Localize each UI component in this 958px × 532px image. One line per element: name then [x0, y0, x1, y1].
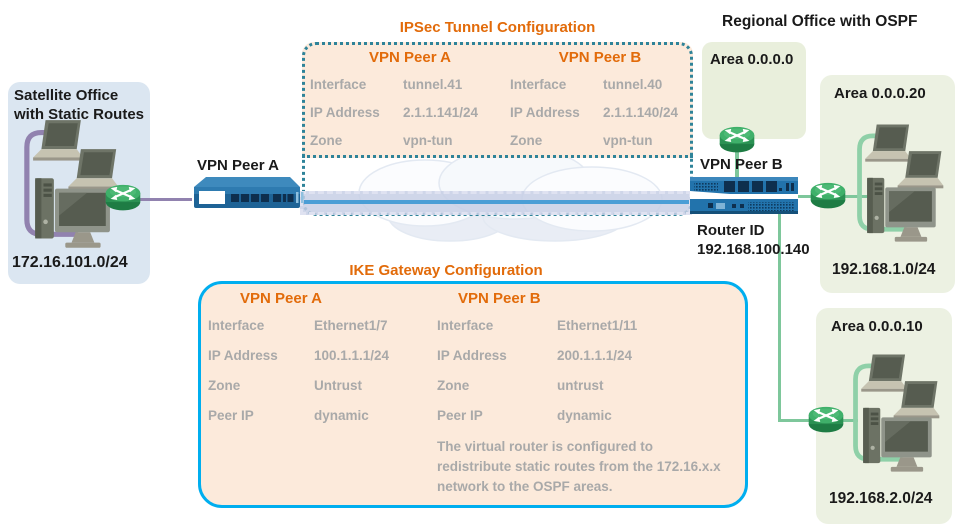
tunnel-line — [304, 200, 689, 204]
ike-config-title: IKE Gateway Configuration — [349, 262, 543, 279]
area20-subnet-label: 192.168.1.0/24 — [832, 261, 936, 278]
area0-label: Area 0.0.0.0 — [710, 51, 794, 68]
area-0000-box — [702, 42, 806, 139]
ike-a-row-label: IP Address — [208, 348, 278, 363]
area20-label: Area 0.0.0.20 — [834, 85, 926, 102]
area0-router-icon — [717, 126, 757, 154]
ike-b-row-label: Interface — [437, 318, 494, 333]
ike-a-row-label: Peer IP — [208, 408, 254, 423]
vpn-peer-b-label: VPN Peer B — [700, 156, 783, 173]
ipsec-a-row-value: tunnel.41 — [403, 77, 463, 92]
ipsec-a-row-label: Zone — [310, 133, 343, 148]
ipsec-b-row-value: tunnel.40 — [603, 77, 663, 92]
ike-a-row-label: Zone — [208, 378, 241, 393]
satellite-office-title: Satellite Office with Static Routes — [14, 87, 145, 123]
ipsec-a-row-value: 2.1.1.141/24 — [403, 105, 479, 120]
vpn-peer-a-label: VPN Peer A — [197, 157, 279, 174]
ipsec-peer-b-heading: VPN Peer B — [558, 49, 642, 66]
vpn-peer-a-firewall — [186, 173, 308, 213]
area10-router-icon — [806, 406, 846, 434]
area20-workstations — [850, 122, 950, 247]
ike-b-row-value: dynamic — [557, 408, 612, 423]
ike-peer-a-heading: VPN Peer A — [240, 290, 322, 307]
ipsec-config-title: IPSec Tunnel Configuration — [399, 19, 596, 36]
area10-label: Area 0.0.0.10 — [831, 318, 923, 335]
ike-b-row-label: IP Address — [437, 348, 507, 363]
ike-b-row-value: Ethernet1/11 — [557, 318, 638, 333]
ike-b-row-value: 200.1.1.1/24 — [557, 348, 633, 363]
ike-a-row-value: Ethernet1/7 — [314, 318, 388, 333]
ipsec-peer-a-heading: VPN Peer A — [369, 49, 451, 66]
ike-b-row-value: untrust — [557, 378, 604, 393]
satellite-router-icon — [103, 184, 143, 212]
ipsec-a-row-value: vpn-tun — [403, 133, 453, 148]
ipsec-a-row-label: IP Address — [310, 105, 380, 120]
ipsec-b-row-label: Interface — [510, 77, 567, 92]
ike-peer-b-heading: VPN Peer B — [458, 290, 541, 307]
ike-b-row-label: Zone — [437, 378, 470, 393]
ipsec-dotted-border — [302, 42, 693, 216]
ospf-link-down — [778, 214, 781, 422]
vpn-peer-b-firewall — [684, 174, 804, 218]
ipsec-config-panel — [302, 42, 693, 158]
router-id-label: Router ID 192.168.100.140 — [697, 222, 810, 258]
ipsec-a-row-label: Interface — [310, 77, 367, 92]
ipsec-b-row-label: Zone — [510, 133, 543, 148]
ospf-link-area0 — [735, 150, 739, 178]
area20-router-icon — [808, 182, 848, 210]
ike-a-row-value: 100.1.1.1/24 — [314, 348, 390, 363]
ipsec-b-row-value: vpn-tun — [603, 133, 653, 148]
virtual-router-note: The virtual router is configured to redi… — [437, 439, 721, 494]
ike-b-row-label: Peer IP — [437, 408, 483, 423]
ike-a-row-value: dynamic — [314, 408, 369, 423]
ike-a-row-value: Untrust — [314, 378, 362, 393]
regional-office-title: Regional Office with OSPF — [722, 13, 918, 30]
ipsec-b-row-label: IP Address — [510, 105, 580, 120]
area10-subnet-label: 192.168.2.0/24 — [829, 490, 933, 507]
satellite-subnet-label: 172.16.101.0/24 — [12, 254, 128, 271]
ipsec-b-row-value: 2.1.1.140/24 — [603, 105, 679, 120]
area10-workstations — [846, 352, 946, 477]
ike-config-panel — [198, 281, 748, 508]
ike-a-row-label: Interface — [208, 318, 265, 333]
